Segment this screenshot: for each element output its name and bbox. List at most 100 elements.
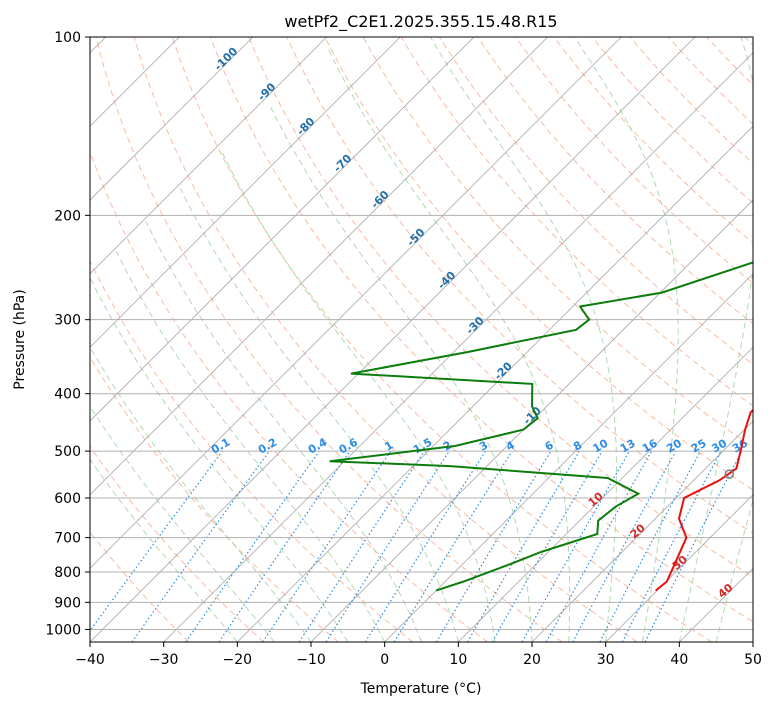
x-tick-label: −20: [223, 652, 253, 668]
x-tick-label: 10: [449, 652, 467, 668]
dry-adiabat: [90, 150, 488, 642]
moist-adiabat: [328, 49, 571, 642]
isotherm-label: -90: [255, 80, 278, 103]
mixing-ratio-line: [325, 450, 450, 642]
moist-adiabat: [268, 104, 533, 642]
moist-adiabat: [574, 37, 679, 642]
isotherm-label: -60: [368, 188, 391, 211]
chart-title: wetPf2_C2E1.2025.355.15.48.R15: [284, 12, 557, 32]
moist-adiabat-label: 10: [586, 489, 606, 509]
moist-adiabat-label: 40: [715, 581, 735, 601]
mixing-ratio-line: [131, 450, 270, 642]
mixing-ratio-label: 0.4: [306, 435, 330, 456]
isotherm-line: [90, 37, 548, 496]
x-tick-label: 20: [523, 652, 541, 668]
isotherm-line: [752, 641, 753, 642]
mixing-ratio-line: [364, 450, 486, 642]
isotherm-line: [458, 346, 753, 642]
mixing-ratio-line: [185, 450, 320, 642]
isotherm-line: [90, 37, 696, 642]
dry-adiabat: [706, 37, 753, 86]
isotherm-line: [90, 37, 475, 422]
temperature-line: [654, 408, 753, 592]
mixing-ratio-label: 0.2: [256, 436, 279, 457]
y-tick-label: 100: [54, 30, 81, 46]
isotherm-line: [531, 420, 753, 642]
y-tick-label: 900: [54, 595, 81, 611]
mixing-ratio-label: 16: [640, 436, 660, 455]
mixing-ratio-line: [393, 450, 513, 642]
x-tick-label: −40: [75, 652, 105, 668]
x-tick-label: 50: [744, 652, 762, 668]
moist-adiabat: [145, 221, 422, 642]
isotherm-line: [90, 37, 401, 348]
isotherm-label: -40: [435, 269, 458, 292]
isotherm-line: [90, 37, 327, 275]
isotherm-label: -100: [212, 44, 241, 73]
mixing-ratio-line: [572, 450, 677, 642]
mixing-ratio-line: [466, 450, 580, 642]
y-axis: 100 200 300 400 500 600 700 800 900 1000: [45, 30, 90, 638]
lcl-marker: [724, 469, 734, 479]
y-tick-label: 200: [54, 208, 81, 224]
dry-adiabat: [95, 37, 563, 642]
y-tick-label: 500: [54, 444, 81, 460]
mixing-ratio-label: 0.6: [337, 435, 361, 456]
mixing-ratio-line: [435, 450, 552, 642]
moist-adiabat: [179, 187, 459, 642]
x-axis: −40 −30 −20 −10 0 10 20 30 40 50: [75, 642, 762, 668]
y-axis-title: Pressure (hPa): [12, 289, 28, 389]
x-tick-label: −30: [149, 652, 179, 668]
dry-adiabat: [90, 531, 190, 642]
isotherm-line: [90, 37, 254, 201]
y-tick-label: 700: [54, 531, 81, 547]
isotherm-line: [679, 567, 753, 642]
moist-adiabat-label: 20: [628, 521, 648, 541]
mixing-ratio-label: 0.1: [209, 436, 232, 457]
mixing-ratio-label: 30: [709, 436, 729, 455]
dry-adiabat: [515, 37, 753, 284]
dry-adiabat: [210, 37, 753, 623]
mixing-ratio-line: [545, 450, 653, 642]
dry-adiabat: [591, 37, 753, 204]
x-tick-label: 40: [670, 652, 688, 668]
moist-adiabat: [90, 405, 275, 642]
isotherm-line: [90, 37, 622, 569]
moist-adiabat: [90, 458, 238, 642]
isotherm-label: -50: [404, 226, 427, 249]
mixing-ratio-label: 13: [618, 437, 638, 456]
x-tick-label: −10: [296, 652, 326, 668]
isotherm-line: [163, 52, 753, 642]
moist-adiabat: [90, 345, 312, 642]
mixing-ratio-line: [262, 450, 392, 642]
y-tick-label: 300: [54, 313, 81, 329]
y-tick-label: 600: [54, 491, 81, 507]
mixing-ratio-label: 10: [591, 436, 611, 455]
moist-adiabat: [90, 277, 349, 642]
mixing-ratio-label: 1.5: [411, 436, 434, 457]
plot-area: -100-90-80-70-60-50-40-30-20-100.1 0.2 0.4…: [90, 37, 753, 642]
mixing-ratio-line: [521, 450, 631, 642]
mixing-ratio-line: [644, 450, 743, 642]
moist-adiabat: [115, 251, 386, 642]
isotherm-line: [605, 494, 753, 642]
isotherm-label: -70: [331, 152, 354, 175]
x-axis-title: Temperature (°C): [360, 681, 482, 697]
plot-frame: [89, 36, 754, 643]
mixing-ratio-line: [218, 450, 351, 642]
moist-adiabat: [430, 37, 617, 642]
dry-adiabat: [90, 356, 339, 642]
mixing-ratio-line: [298, 450, 425, 642]
isotherm-line: [384, 273, 753, 642]
dry-adiabat: [668, 37, 753, 125]
y-tick-label: 400: [54, 387, 81, 403]
y-tick-label: 800: [54, 565, 81, 581]
x-tick-label: 0: [380, 652, 389, 668]
mixing-ratio-line: [90, 450, 223, 632]
dry-adiabat: [286, 37, 753, 534]
dewpoint-line: [329, 261, 753, 592]
mixing-ratio-label: 25: [689, 437, 709, 456]
isotherm-label: -30: [463, 314, 486, 337]
dry-adiabat: [553, 37, 753, 244]
